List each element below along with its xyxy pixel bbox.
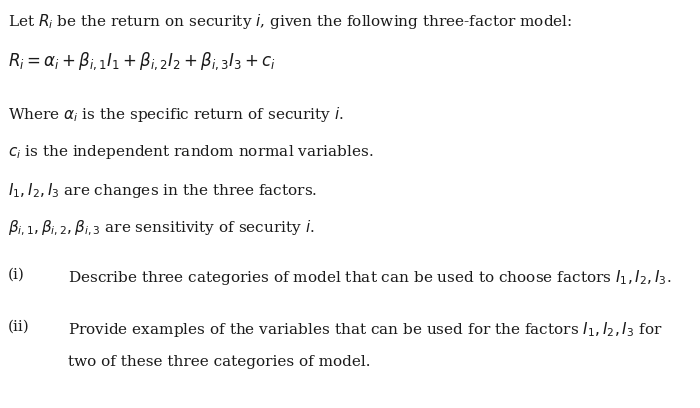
Text: Provide examples of the variables that can be used for the factors $I_1, I_2, I_: Provide examples of the variables that c… xyxy=(68,320,663,339)
Text: (ii): (ii) xyxy=(8,320,29,334)
Text: (i): (i) xyxy=(8,268,25,282)
Text: $I_1, I_2, I_3$ are changes in the three factors.: $I_1, I_2, I_3$ are changes in the three… xyxy=(8,181,317,200)
Text: $R_i = \alpha_i + \beta_{i,1}I_1 + \beta_{i,2}I_2 + \beta_{i,3}I_3 + c_i$: $R_i = \alpha_i + \beta_{i,1}I_1 + \beta… xyxy=(8,50,276,71)
Text: two of these three categories of model.: two of these three categories of model. xyxy=(68,355,370,369)
Text: Let $R_i$ be the return on security $i$, given the following three-factor model:: Let $R_i$ be the return on security $i$,… xyxy=(8,12,573,31)
Text: Describe three categories of model that can be used to choose factors $I_1, I_2,: Describe three categories of model that … xyxy=(68,268,671,287)
Text: $c_i$ is the independent random normal variables.: $c_i$ is the independent random normal v… xyxy=(8,143,374,161)
Text: Where $\alpha_i$ is the specific return of security $i$.: Where $\alpha_i$ is the specific return … xyxy=(8,105,344,124)
Text: $\beta_{i,1}, \beta_{i,2}, \beta_{i,3}$ are sensitivity of security $i$.: $\beta_{i,1}, \beta_{i,2}, \beta_{i,3}$ … xyxy=(8,219,315,238)
